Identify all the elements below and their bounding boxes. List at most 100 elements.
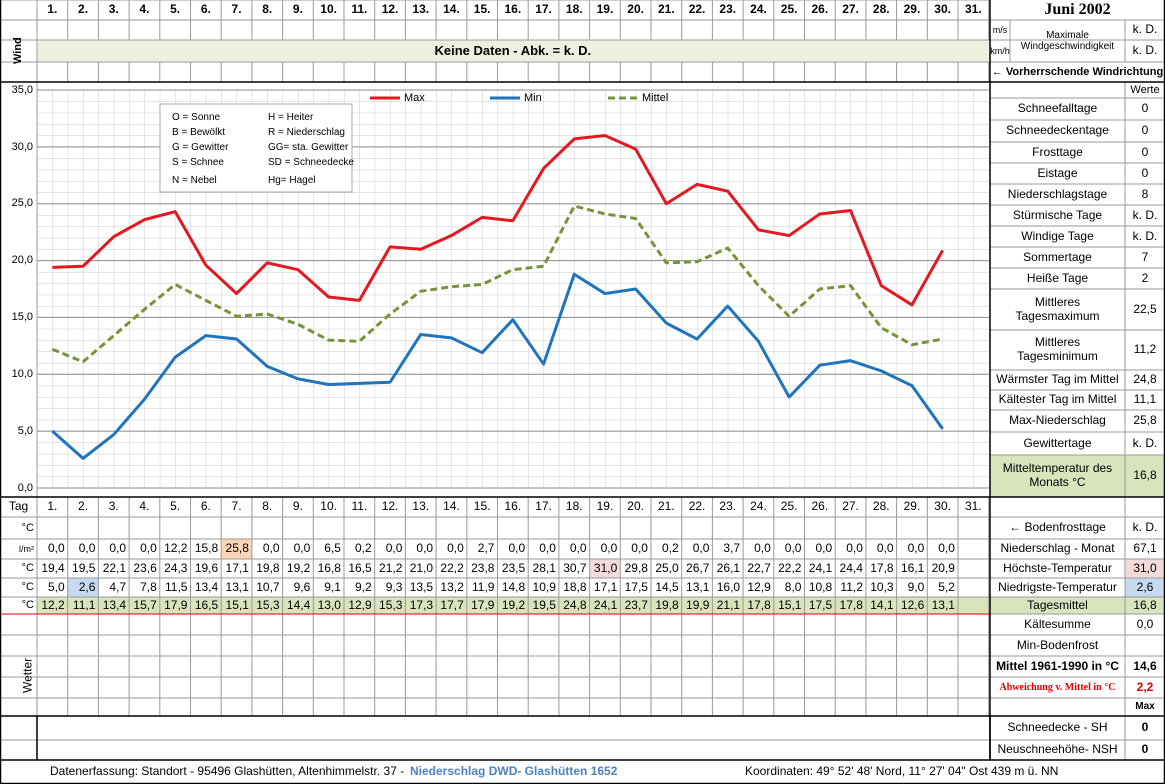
stats-label: Höchste-Temperatur xyxy=(1003,560,1112,575)
summary-value: 25,8 xyxy=(1133,413,1157,428)
stats-label: ← Bodenfrosttage xyxy=(1009,520,1106,535)
day-label: 16. xyxy=(504,499,522,514)
legend-label: Max xyxy=(404,91,425,104)
temperature-value: 10,7 xyxy=(256,579,280,594)
weather-code: B = Bewölkt xyxy=(172,126,226,138)
precipitation-value: 0,0 xyxy=(48,541,65,556)
summary-value: k. D. xyxy=(1132,228,1158,243)
temperature-value: 5,2 xyxy=(938,579,955,594)
summary-label: Schneefalltage xyxy=(1017,101,1098,116)
temperature-value: 13,5 xyxy=(409,579,434,594)
summary-label: Niederschlagstage xyxy=(1007,186,1108,201)
summary-label: Mittleres Tagesmaximum xyxy=(1015,294,1100,323)
y-tick-label: 30,0 xyxy=(11,140,33,153)
y-tick-label: 5,0 xyxy=(17,424,33,437)
temperature-value: 21,1 xyxy=(716,597,741,612)
temperature-value: 16,5 xyxy=(348,560,372,575)
footer-source: Niederschlag DWD- Glashütten 1652 xyxy=(410,764,618,779)
cell-bg xyxy=(37,40,989,62)
summary-label: Gewittertage xyxy=(1023,435,1092,450)
temperature-value: 10,9 xyxy=(532,579,556,594)
temperature-value: 19,8 xyxy=(256,560,280,575)
weather-code: H = Heiter xyxy=(268,111,314,123)
temperature-value: 19,4 xyxy=(41,560,65,575)
temperature-value: 30,7 xyxy=(563,560,587,575)
temperature-value: 11,5 xyxy=(165,579,188,594)
precipitation-value: 0,0 xyxy=(293,541,311,556)
temperature-value: 13,4 xyxy=(194,579,219,594)
day-label: 12. xyxy=(381,2,399,17)
temperature-value: 24,1 xyxy=(593,597,618,612)
temperature-value: 20,9 xyxy=(931,560,955,575)
temperature-value: 15,3 xyxy=(256,597,280,612)
summary-label: Mitteltemperatur des Monats °C xyxy=(1002,461,1113,489)
day-label: 28. xyxy=(872,2,890,17)
stats-value: 2,2 xyxy=(1136,679,1154,694)
precipitation-value: 3,7 xyxy=(723,541,741,556)
day-label: 30. xyxy=(934,499,951,514)
summary-label: Heiße Tage xyxy=(1026,270,1089,285)
temperature-value: 22,7 xyxy=(747,560,771,575)
day-label: 3. xyxy=(108,499,119,514)
stats-value: 31,0 xyxy=(1133,560,1157,575)
precipitation-value: 0,0 xyxy=(846,541,863,556)
temperature-value: 17,9 xyxy=(164,597,188,612)
day-label: 28. xyxy=(872,499,890,514)
summary-value: k. D. xyxy=(1132,207,1158,222)
summary-value: 2 xyxy=(1141,270,1149,285)
unit-label: l/m² xyxy=(19,543,34,554)
temperature-value: 17,5 xyxy=(624,579,648,594)
stats-value: 67,1 xyxy=(1133,541,1157,556)
precipitation-value: 25,8 xyxy=(225,541,249,556)
day-label: 19. xyxy=(596,499,614,514)
precipitation-value: 0,0 xyxy=(938,541,955,556)
wind-value: k. D. xyxy=(1132,43,1158,58)
temperature-value: 2,6 xyxy=(78,579,96,594)
stats-label: Niedrigste-Temperatur xyxy=(998,579,1117,594)
y-tick-label: 20,0 xyxy=(11,254,33,267)
temperature-value: 23,8 xyxy=(471,560,495,575)
temperature-value: 10,8 xyxy=(808,579,833,594)
day-label: 25. xyxy=(780,2,798,17)
day-label: 29. xyxy=(903,499,921,514)
unit-label: °C xyxy=(21,521,34,534)
summary-label: Mittleres Tagesminimum xyxy=(1017,335,1098,363)
cell-bg xyxy=(589,559,621,578)
day-label: 14. xyxy=(443,499,460,514)
day-label: 17. xyxy=(535,2,552,17)
day-label: 10. xyxy=(320,499,337,514)
precipitation-value: 0,2 xyxy=(355,541,372,556)
temperature-value: 13,1 xyxy=(686,579,710,594)
unit-label: °C xyxy=(21,562,34,575)
temperature-value: 22,2 xyxy=(778,560,802,575)
weather-code: SD = Schneedecke xyxy=(268,156,354,168)
temperature-value: 9,6 xyxy=(293,579,311,594)
weather-code: G = Gewitter xyxy=(172,141,229,153)
stats-value: 0 xyxy=(1141,720,1149,735)
precipitation-value: 0,0 xyxy=(569,541,587,556)
day-label: 13. xyxy=(412,2,430,17)
day-label: 15. xyxy=(473,499,491,514)
unit: m/s xyxy=(992,24,1008,35)
stats-value: k. D. xyxy=(1132,520,1158,535)
temperature-value: 11,2 xyxy=(840,579,863,594)
wind-value: k. D. xyxy=(1132,22,1158,37)
precipitation-value: 0,0 xyxy=(109,541,127,556)
cell-bg xyxy=(37,597,1165,614)
temperature-value: 11,9 xyxy=(472,579,495,594)
y-tick-label: 15,0 xyxy=(11,311,33,324)
day-label: 20. xyxy=(627,2,644,17)
temperature-value: 11,1 xyxy=(72,597,96,612)
summary-label: Wärmster Tag im Mittel xyxy=(996,372,1119,387)
stats-value: 0 xyxy=(1141,742,1149,757)
cell-bg xyxy=(1125,578,1165,597)
day-label: 4. xyxy=(139,499,150,514)
day-label: 27. xyxy=(842,2,859,17)
day-label: 22. xyxy=(688,2,706,17)
day-label: 8. xyxy=(262,499,273,514)
day-label: 4. xyxy=(139,2,150,17)
stats-value: 14,6 xyxy=(1133,658,1157,673)
summary-value: 0 xyxy=(1141,101,1149,116)
day-label: 2. xyxy=(78,2,89,17)
precipitation-value: 0,0 xyxy=(78,541,96,556)
